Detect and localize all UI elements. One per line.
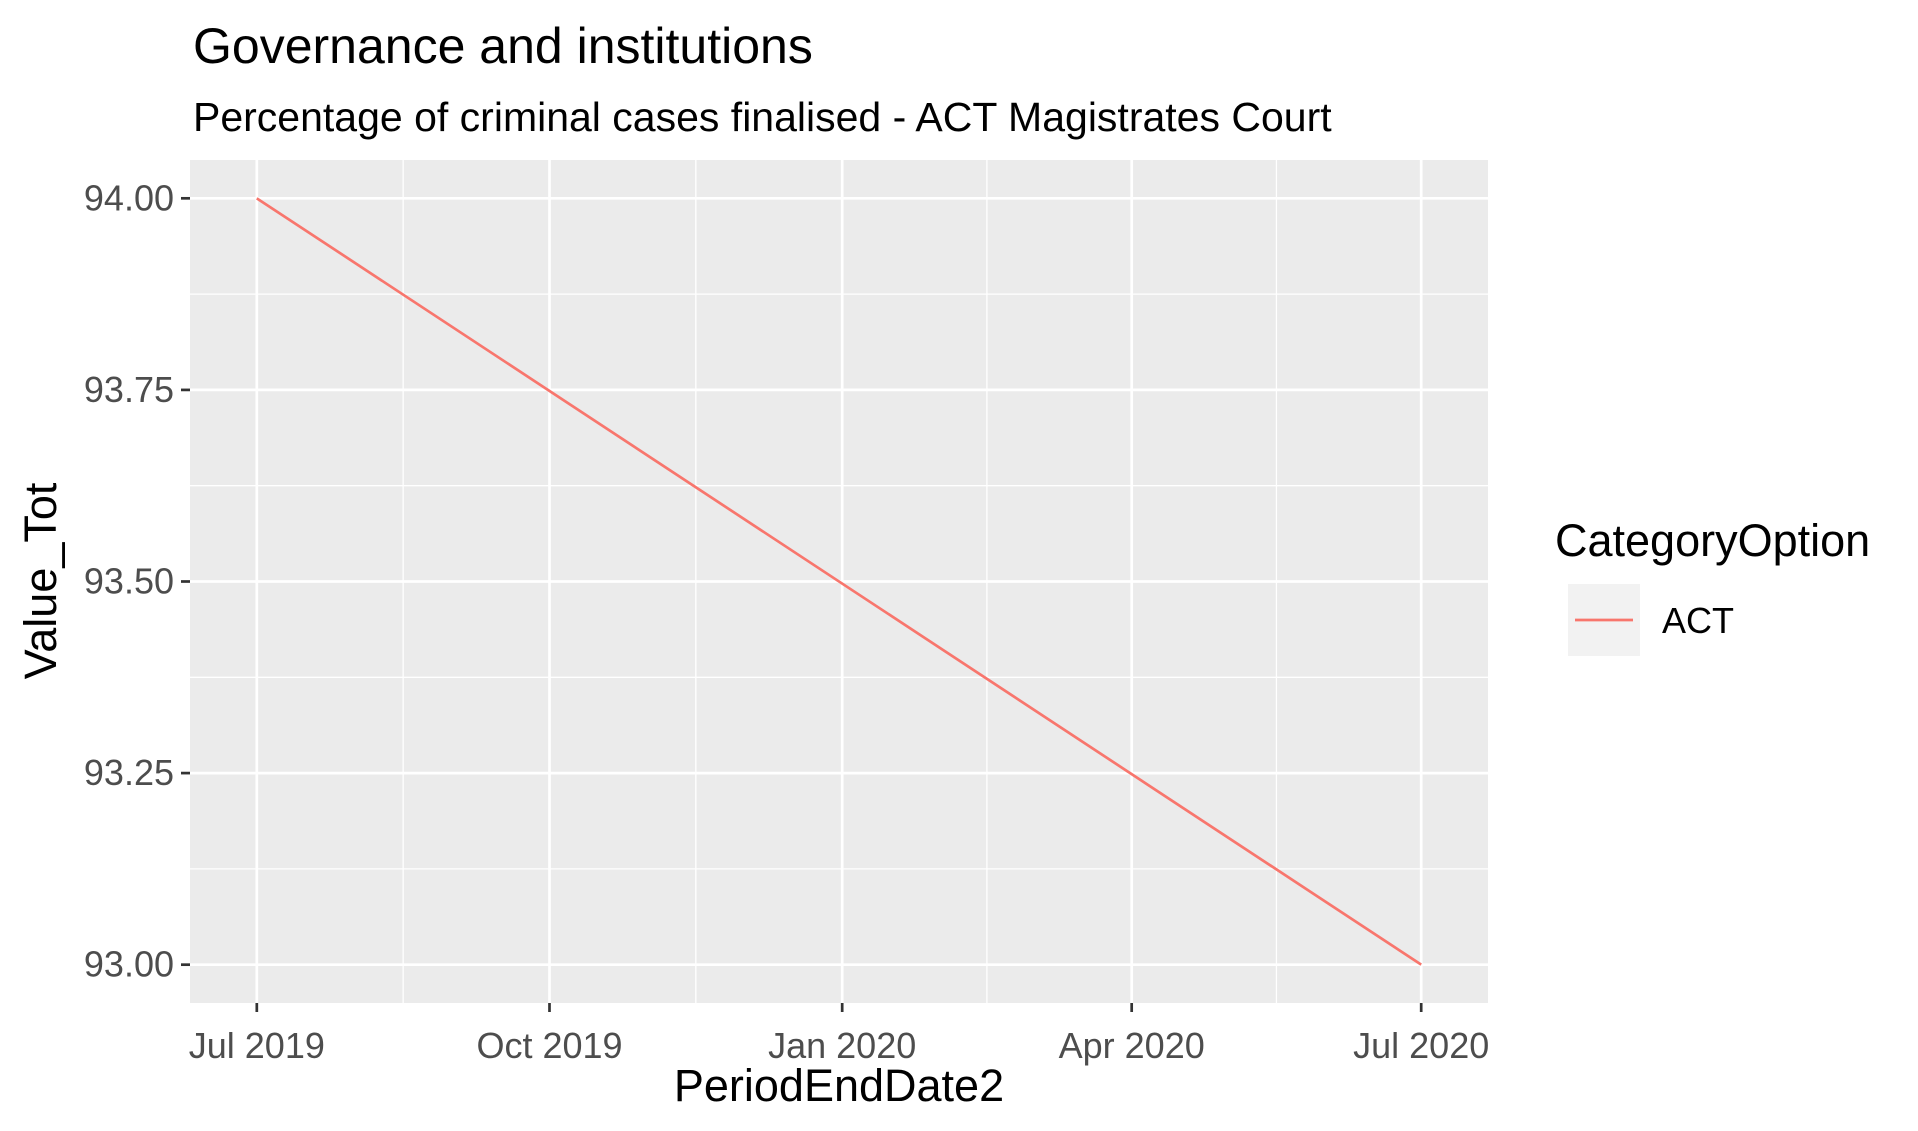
x-tick-label: Jul 2019 — [189, 1025, 325, 1066]
y-axis-title: Value_Tot — [15, 482, 66, 679]
y-tick-label: 93.25 — [84, 752, 174, 793]
x-tick-label: Jan 2020 — [768, 1025, 916, 1066]
major-gridlines — [190, 160, 1488, 1003]
y-tick-label: 93.00 — [84, 944, 174, 985]
chart-subtitle: Percentage of criminal cases finalised -… — [193, 94, 1332, 140]
legend-title: CategoryOption — [1555, 515, 1870, 566]
y-tick-label: 94.00 — [84, 177, 174, 218]
x-axis-title: PeriodEndDate2 — [674, 1060, 1004, 1111]
series-layer — [256, 197, 1422, 966]
x-tick-label: Apr 2020 — [1059, 1025, 1205, 1066]
y-tick-label: 93.50 — [84, 561, 174, 602]
chart-title: Governance and institutions — [193, 18, 813, 74]
y-tick-label: 93.75 — [84, 369, 174, 410]
x-tick-label: Jul 2020 — [1353, 1025, 1489, 1066]
legend: CategoryOption ACT — [1555, 515, 1870, 656]
series-line-act — [256, 197, 1422, 966]
y-axis: 94.00 93.75 93.50 93.25 93.00 — [84, 177, 190, 985]
legend-label: ACT — [1662, 600, 1734, 641]
x-axis: Jul 2019 Oct 2019 Jan 2020 Apr 2020 Jul 2020 — [189, 1003, 1489, 1066]
x-tick-label: Oct 2019 — [476, 1025, 622, 1066]
